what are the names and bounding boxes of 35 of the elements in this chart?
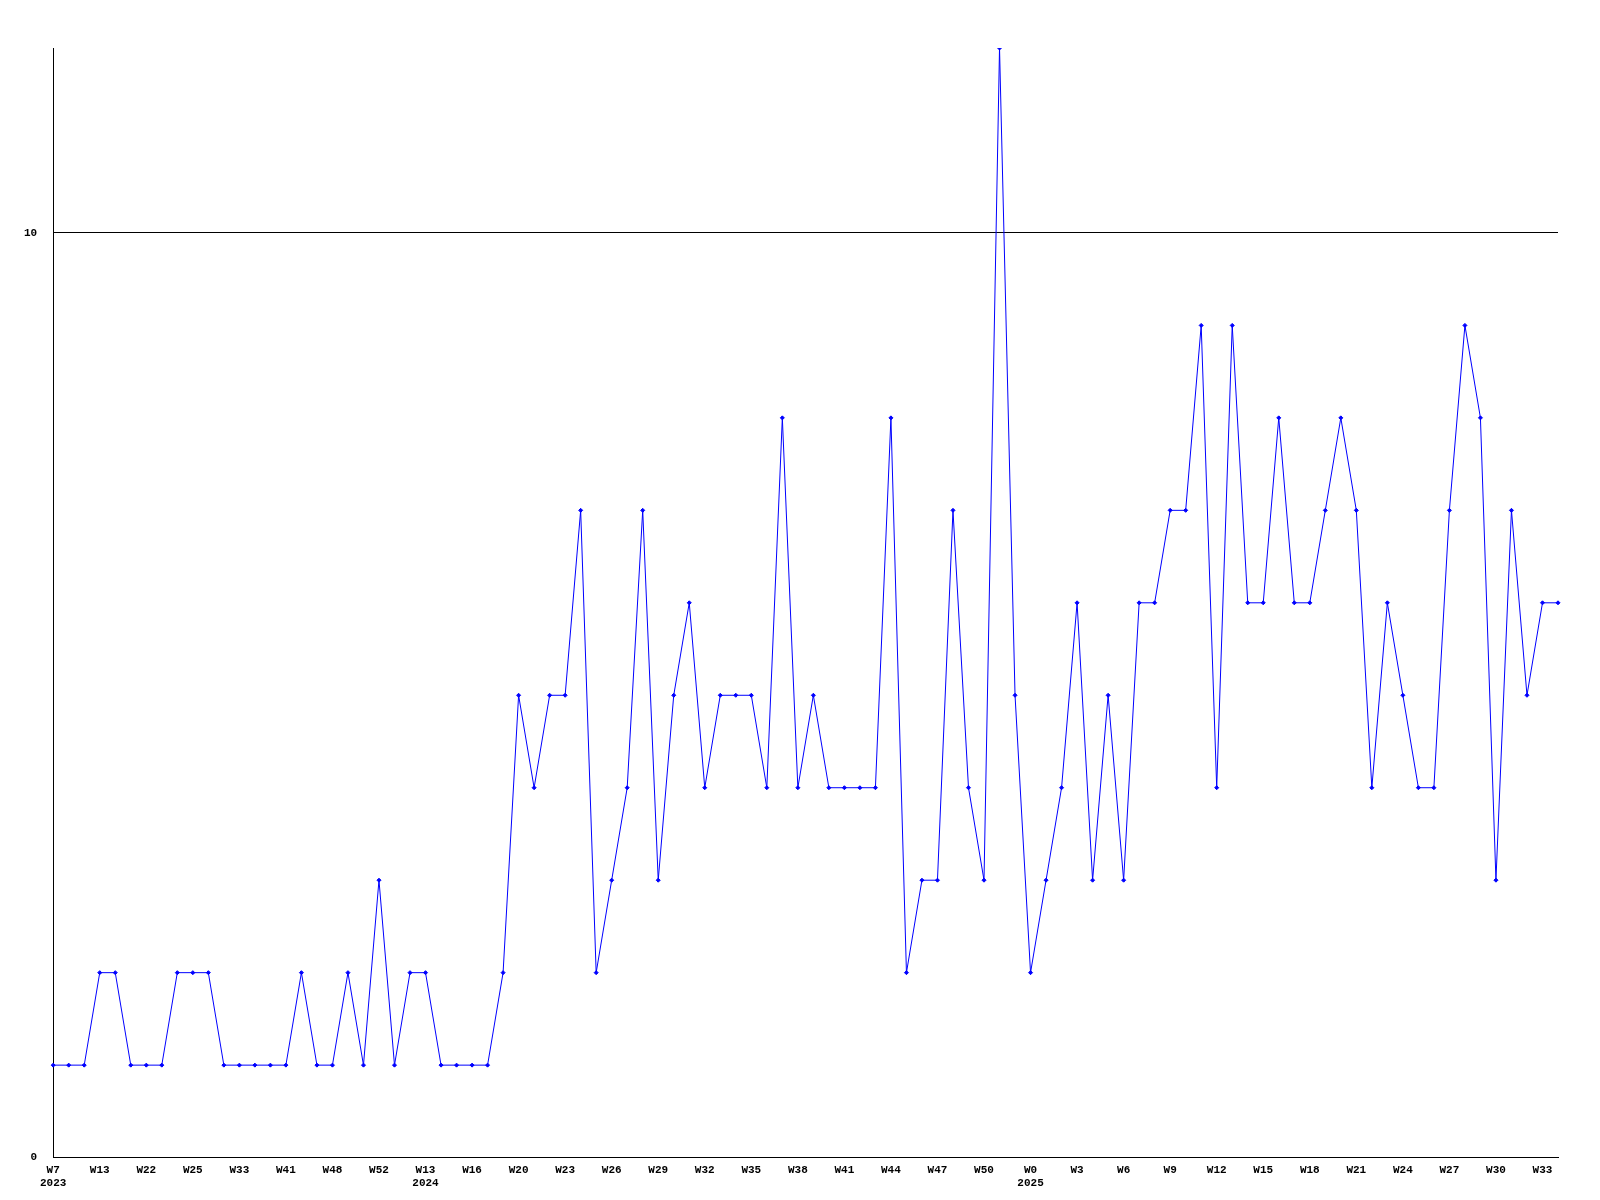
- x-tick-label: W35: [741, 1163, 762, 1176]
- x-tick-label: W7 2023: [40, 1163, 67, 1190]
- x-tick-label: W52: [369, 1163, 389, 1176]
- x-tick-label: W33: [229, 1163, 250, 1176]
- x-tick-label: W0 2025: [1017, 1163, 1045, 1190]
- x-tick-label: W30: [1486, 1163, 1506, 1176]
- x-tick-label: W12: [1206, 1163, 1227, 1176]
- x-tick-label: W32: [694, 1163, 715, 1176]
- x-tick-label: W44: [881, 1163, 902, 1176]
- x-tick-label: W23: [555, 1163, 576, 1176]
- x-tick-label: W50: [974, 1163, 994, 1176]
- x-tick-label: W29: [648, 1163, 669, 1176]
- x-tick-label: W16: [462, 1163, 482, 1176]
- x-tick-label: W9: [1163, 1163, 1177, 1176]
- y-tick-label: 0: [30, 1151, 38, 1164]
- x-tick-label: W15: [1253, 1163, 1274, 1176]
- x-tick-label: W33: [1532, 1163, 1553, 1176]
- x-tick-label: W6: [1117, 1163, 1131, 1176]
- x-tick-label: W18: [1299, 1163, 1321, 1176]
- x-tick-label: W24: [1392, 1163, 1414, 1176]
- x-tick-label: W47: [927, 1163, 948, 1176]
- x-tick-label: W27: [1439, 1163, 1460, 1176]
- y-tick-label: 10: [24, 226, 38, 239]
- x-tick-label: W13: [89, 1163, 111, 1176]
- x-tick-label: W41: [834, 1163, 855, 1176]
- x-tick-label: W22: [136, 1163, 157, 1176]
- x-tick-label: W41: [276, 1163, 297, 1176]
- x-tick-label: W21: [1346, 1163, 1367, 1176]
- x-tick-label: W25: [182, 1163, 204, 1176]
- x-tick-label: W20: [508, 1163, 529, 1176]
- x-tick-label: W38: [787, 1163, 809, 1176]
- x-tick-label: W26: [601, 1163, 622, 1176]
- x-tick-label: W3: [1070, 1163, 1085, 1176]
- x-tick-label: W13 2024: [412, 1163, 440, 1190]
- x-tick-label: W48: [322, 1163, 343, 1176]
